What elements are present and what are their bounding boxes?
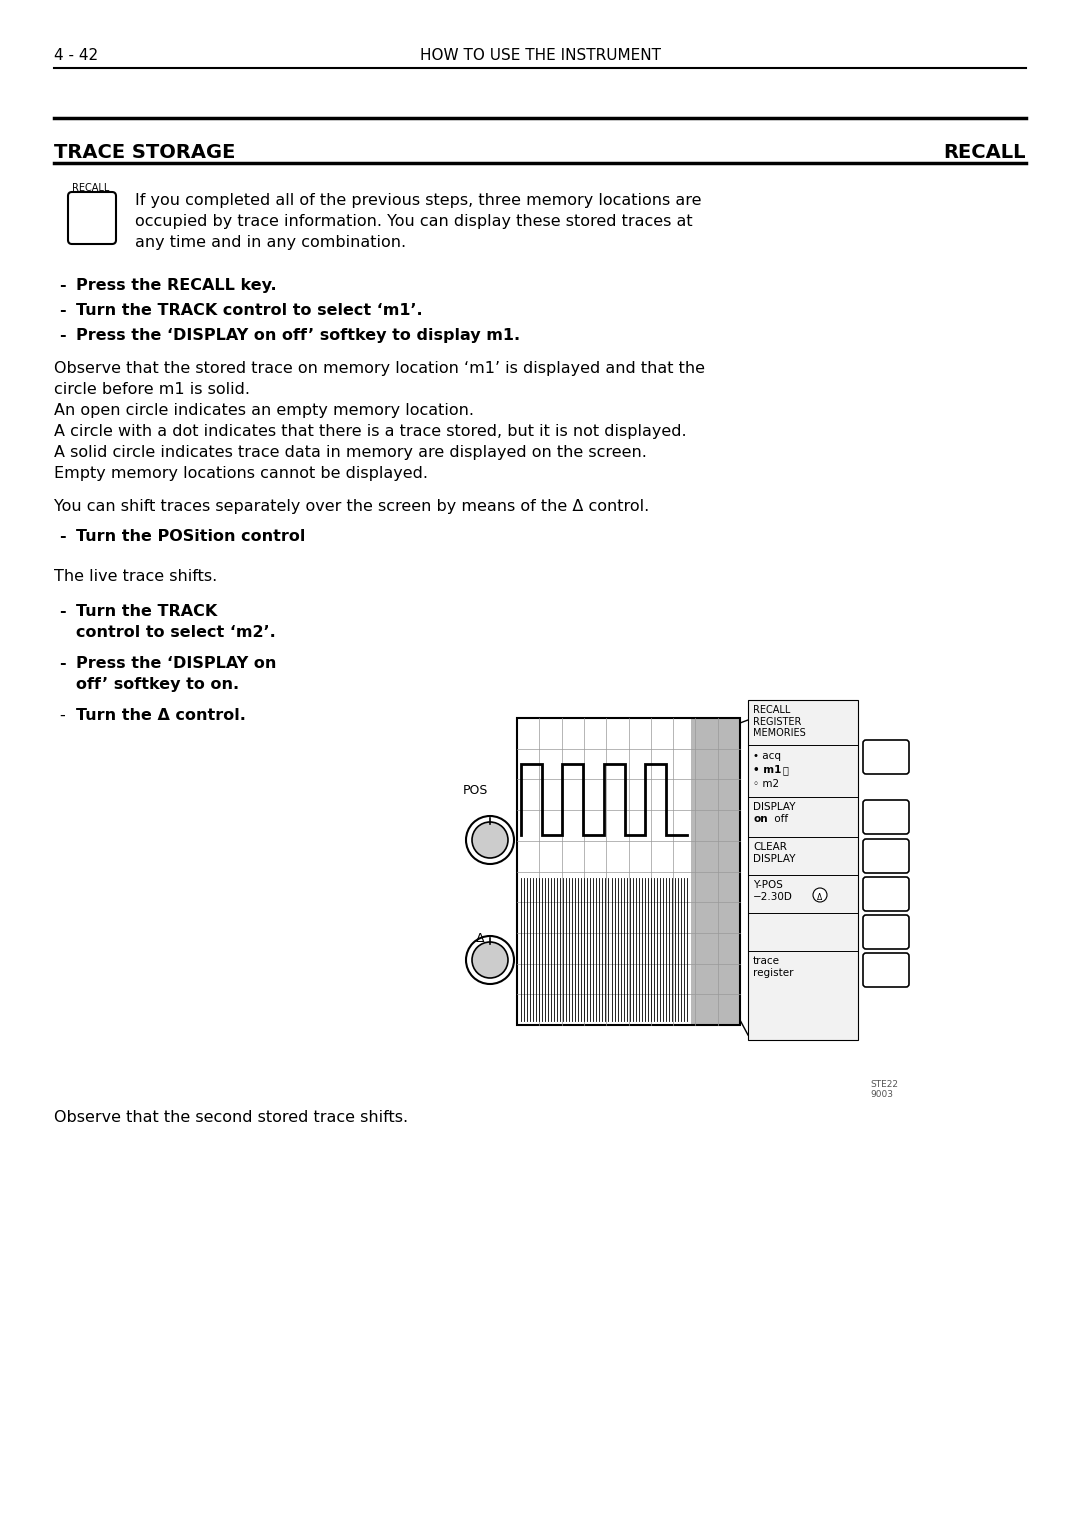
FancyBboxPatch shape — [863, 878, 909, 911]
Text: Press the ‘DISPLAY on off’ softkey to display m1.: Press the ‘DISPLAY on off’ softkey to di… — [76, 329, 521, 342]
Text: occupied by trace information. You can display these stored traces at: occupied by trace information. You can d… — [135, 214, 692, 229]
Text: circle before m1 is solid.: circle before m1 is solid. — [54, 382, 249, 398]
Text: • m1: • m1 — [753, 764, 781, 775]
Text: • acq: • acq — [753, 751, 781, 761]
Text: Turn the TRACK: Turn the TRACK — [76, 604, 217, 619]
Text: off’ softkey to on.: off’ softkey to on. — [76, 677, 239, 693]
Bar — [517, 719, 740, 1024]
FancyBboxPatch shape — [863, 914, 909, 950]
Text: HOW TO USE THE INSTRUMENT: HOW TO USE THE INSTRUMENT — [419, 47, 661, 63]
Text: Δ: Δ — [476, 933, 485, 945]
Text: trace
register: trace register — [753, 956, 794, 977]
Text: Y-POS: Y-POS — [753, 881, 783, 890]
Text: Turn the Δ control.: Turn the Δ control. — [76, 708, 246, 723]
Text: Turn the POSition control: Turn the POSition control — [76, 529, 306, 544]
Text: -: - — [59, 708, 65, 723]
Text: A solid circle indicates trace data in memory are displayed on the screen.: A solid circle indicates trace data in m… — [54, 445, 647, 460]
Text: An open circle indicates an empty memory location.: An open circle indicates an empty memory… — [54, 404, 474, 417]
Text: You can shift traces separately over the screen by means of the Δ control.: You can shift traces separately over the… — [54, 498, 649, 514]
Text: A circle with a dot indicates that there is a trace stored, but it is not displa: A circle with a dot indicates that there… — [54, 424, 687, 439]
FancyBboxPatch shape — [68, 193, 116, 245]
Bar — [517, 719, 740, 1024]
Circle shape — [472, 942, 508, 979]
Text: -: - — [59, 656, 66, 671]
Text: -: - — [59, 278, 66, 294]
Text: any time and in any combination.: any time and in any combination. — [135, 235, 406, 251]
Text: DISPLAY: DISPLAY — [753, 803, 796, 812]
Bar — [691, 719, 740, 1024]
Text: off: off — [771, 813, 788, 824]
Text: Press the RECALL key.: Press the RECALL key. — [76, 278, 276, 294]
Text: POS: POS — [463, 784, 488, 797]
Text: Empty memory locations cannot be displayed.: Empty memory locations cannot be display… — [54, 466, 428, 482]
Text: RECALL: RECALL — [944, 144, 1026, 162]
FancyBboxPatch shape — [863, 740, 909, 774]
Text: STE22
9003: STE22 9003 — [870, 1079, 897, 1099]
Text: -: - — [59, 303, 66, 318]
Bar — [748, 700, 858, 1040]
Text: Δ: Δ — [818, 893, 823, 902]
Circle shape — [465, 936, 514, 985]
Text: RECALL: RECALL — [72, 183, 109, 193]
Text: RECALL
REGISTER
MEMORIES: RECALL REGISTER MEMORIES — [753, 705, 806, 739]
FancyBboxPatch shape — [863, 953, 909, 988]
FancyBboxPatch shape — [863, 839, 909, 873]
Text: control to select ‘m2’.: control to select ‘m2’. — [76, 625, 275, 641]
Text: Turn the TRACK control to select ‘m1’.: Turn the TRACK control to select ‘m1’. — [76, 303, 422, 318]
Text: -: - — [59, 329, 66, 342]
Text: −2.30D: −2.30D — [753, 891, 793, 902]
Text: Ⓣ: Ⓣ — [783, 764, 788, 775]
Text: Observe that the stored trace on memory location ‘m1’ is displayed and that the: Observe that the stored trace on memory … — [54, 361, 705, 376]
Bar — [691, 719, 740, 1024]
Text: -: - — [59, 529, 66, 544]
Text: -: - — [59, 604, 66, 619]
Text: Observe that the second stored trace shifts.: Observe that the second stored trace shi… — [54, 1110, 408, 1125]
Text: If you completed all of the previous steps, three memory locations are: If you completed all of the previous ste… — [135, 193, 702, 208]
Circle shape — [813, 888, 827, 902]
Text: ◦ m2: ◦ m2 — [753, 778, 779, 789]
FancyBboxPatch shape — [863, 800, 909, 833]
Text: The live trace shifts.: The live trace shifts. — [54, 569, 217, 584]
Text: Press the ‘DISPLAY on: Press the ‘DISPLAY on — [76, 656, 276, 671]
Text: TRACE STORAGE: TRACE STORAGE — [54, 144, 235, 162]
Text: CLEAR
DISPLAY: CLEAR DISPLAY — [753, 842, 796, 864]
Text: 4 - 42: 4 - 42 — [54, 47, 98, 63]
Circle shape — [465, 816, 514, 864]
Text: on: on — [753, 813, 768, 824]
Circle shape — [472, 823, 508, 858]
